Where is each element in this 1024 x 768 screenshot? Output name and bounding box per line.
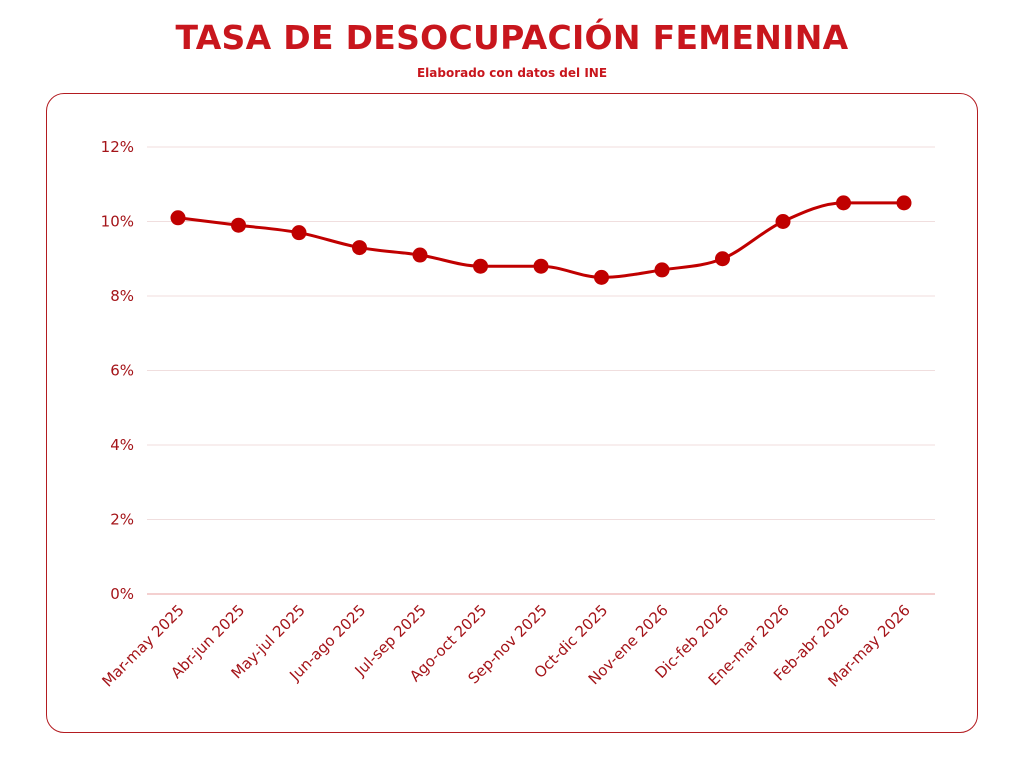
data-point <box>352 240 367 256</box>
y-tick-label: 4% <box>110 436 134 454</box>
chart-title: TASA DE DESOCUPACIÓN FEMENINA <box>175 18 849 57</box>
chart-subtitle: Elaborado con datos del INE <box>416 66 608 80</box>
y-tick-label: 12% <box>101 138 134 156</box>
data-point <box>473 258 488 274</box>
grid-lines <box>147 146 935 595</box>
y-tick-label: 8% <box>110 287 134 305</box>
chart-frame <box>46 93 978 733</box>
data-point <box>412 247 428 263</box>
data-point <box>170 210 186 226</box>
data-point <box>775 214 791 229</box>
data-point <box>533 258 549 274</box>
y-tick-label: 2% <box>110 511 134 529</box>
y-tick-label: 0% <box>110 585 134 603</box>
y-tick-label: 10% <box>101 213 134 231</box>
data-point <box>715 251 730 267</box>
data-point <box>291 225 307 241</box>
data-point <box>594 269 609 285</box>
y-tick-label: 6% <box>110 362 134 380</box>
data-point <box>654 262 670 278</box>
data-point <box>836 195 851 211</box>
y-axis-ticks: 0% 2% 4% 6% 8% 10% 12% <box>101 138 134 603</box>
data-point <box>896 195 912 211</box>
data-point <box>231 217 246 233</box>
data-points <box>170 195 912 285</box>
